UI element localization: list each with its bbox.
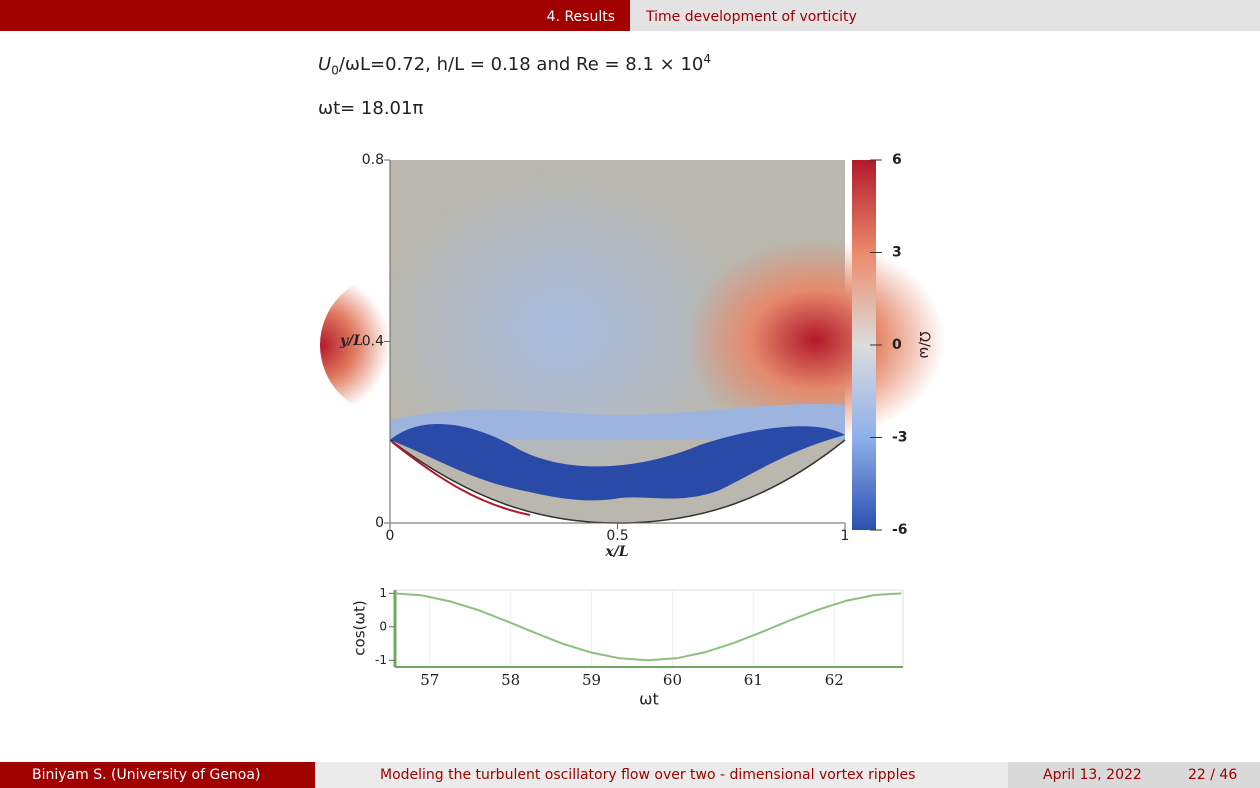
- x-tick-label: 57: [420, 671, 439, 689]
- frame-title: Time development of vorticity: [646, 9, 857, 25]
- section: 4. Results: [546, 9, 615, 25]
- x-axis-label: x/L: [604, 544, 628, 560]
- vorticity-field: [320, 160, 945, 524]
- line-plot-area: [394, 589, 904, 668]
- x-axis-label: ωt: [639, 690, 659, 709]
- footer-date: April 13, 2022: [1043, 767, 1142, 783]
- x-tick-label: 61: [744, 671, 763, 689]
- colorbar-tick-label: 0: [892, 337, 902, 353]
- x-tick-label: 58: [501, 671, 520, 689]
- footer-page: 22 / 46: [1188, 767, 1238, 783]
- colorbar-tick-label: 6: [892, 152, 902, 168]
- colorbar-tick-label: -6: [892, 522, 908, 538]
- x-tick-label: 0: [386, 528, 395, 544]
- y-axis-label: cos(ωt): [351, 600, 369, 655]
- x-tick-label: 60: [663, 671, 682, 689]
- colorbar-tick-label: -3: [892, 430, 908, 446]
- y-tick-label: 0: [379, 619, 387, 633]
- footer-mid: [315, 762, 1008, 788]
- colorbar-tick-label: 3: [892, 245, 902, 261]
- footer-title: Modeling the turbulent oscillatory flow …: [380, 767, 916, 783]
- param-u: U: [318, 54, 332, 75]
- param-sub: 0: [331, 63, 339, 78]
- y-axis-label: y/L: [339, 333, 363, 349]
- header-left: [0, 0, 630, 31]
- time: ωt= 18.01π: [318, 98, 424, 119]
- x-tick-label: 1: [841, 528, 850, 544]
- footer-left: [0, 762, 315, 788]
- x-tick-label: 62: [825, 671, 844, 689]
- footer-author: Biniyam S. (University of Genoa): [32, 767, 261, 783]
- y-tick-label: 1: [379, 586, 387, 600]
- y-tick-label: 0: [375, 515, 384, 531]
- param-text: /ωL=0.72, h/L = 0.18 and Re = 8.1 × 10: [338, 54, 704, 75]
- y-tick-label: -1: [375, 653, 387, 667]
- parameters: U0/ωL=0.72, h/L = 0.18 and Re = 8.1 × 10…: [318, 52, 711, 78]
- header-right: [630, 0, 1260, 31]
- x-tick-label: 0.5: [606, 528, 628, 544]
- param-sup: 4: [703, 52, 712, 66]
- y-tick-label: 0.4: [362, 334, 384, 350]
- footer-right: [1008, 762, 1260, 788]
- x-tick-label: 59: [582, 671, 601, 689]
- colorbar-label: Ω/ω: [916, 331, 932, 358]
- y-tick-label: 0.8: [362, 152, 384, 168]
- line: [394, 592, 902, 662]
